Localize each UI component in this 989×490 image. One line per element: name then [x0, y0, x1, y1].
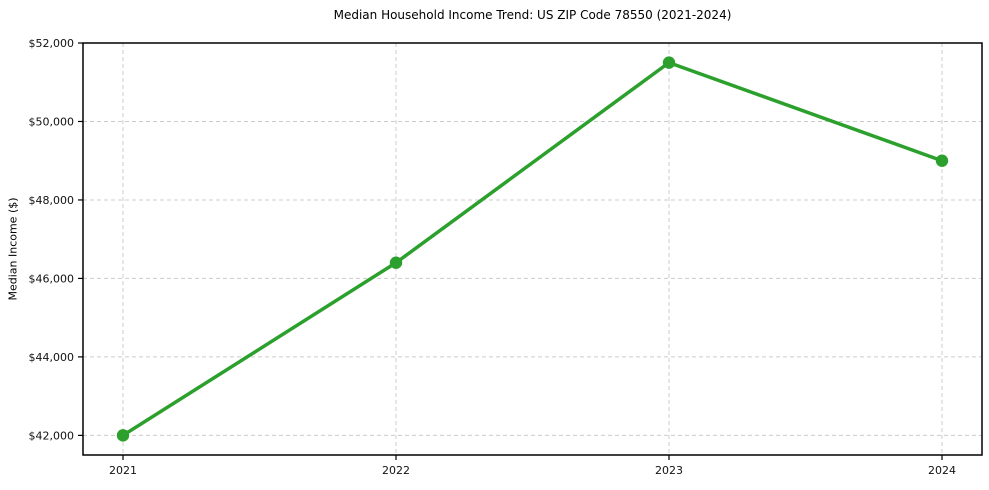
data-point-2022 — [389, 256, 403, 269]
x-tick-label: 2023 — [655, 464, 683, 477]
y-tick-label: $46,000 — [29, 272, 75, 285]
x-tick-label: 2024 — [928, 464, 956, 477]
chart-title: Median Household Income Trend: US ZIP Co… — [333, 8, 732, 22]
x-tick-label: 2021 — [109, 464, 137, 477]
y-tick-label: $42,000 — [29, 429, 75, 442]
y-tick-label: $52,000 — [29, 37, 75, 50]
y-tick-label: $48,000 — [29, 194, 75, 207]
series-line — [121, 60, 944, 438]
x-tick-label: 2022 — [382, 464, 410, 477]
y-tick-label: $50,000 — [29, 115, 75, 128]
data-point-2024 — [935, 154, 949, 167]
axes-box — [82, 42, 983, 456]
data-point-2023 — [662, 56, 676, 69]
y-tick-label: $44,000 — [29, 351, 75, 364]
data-point-2021 — [116, 429, 130, 442]
